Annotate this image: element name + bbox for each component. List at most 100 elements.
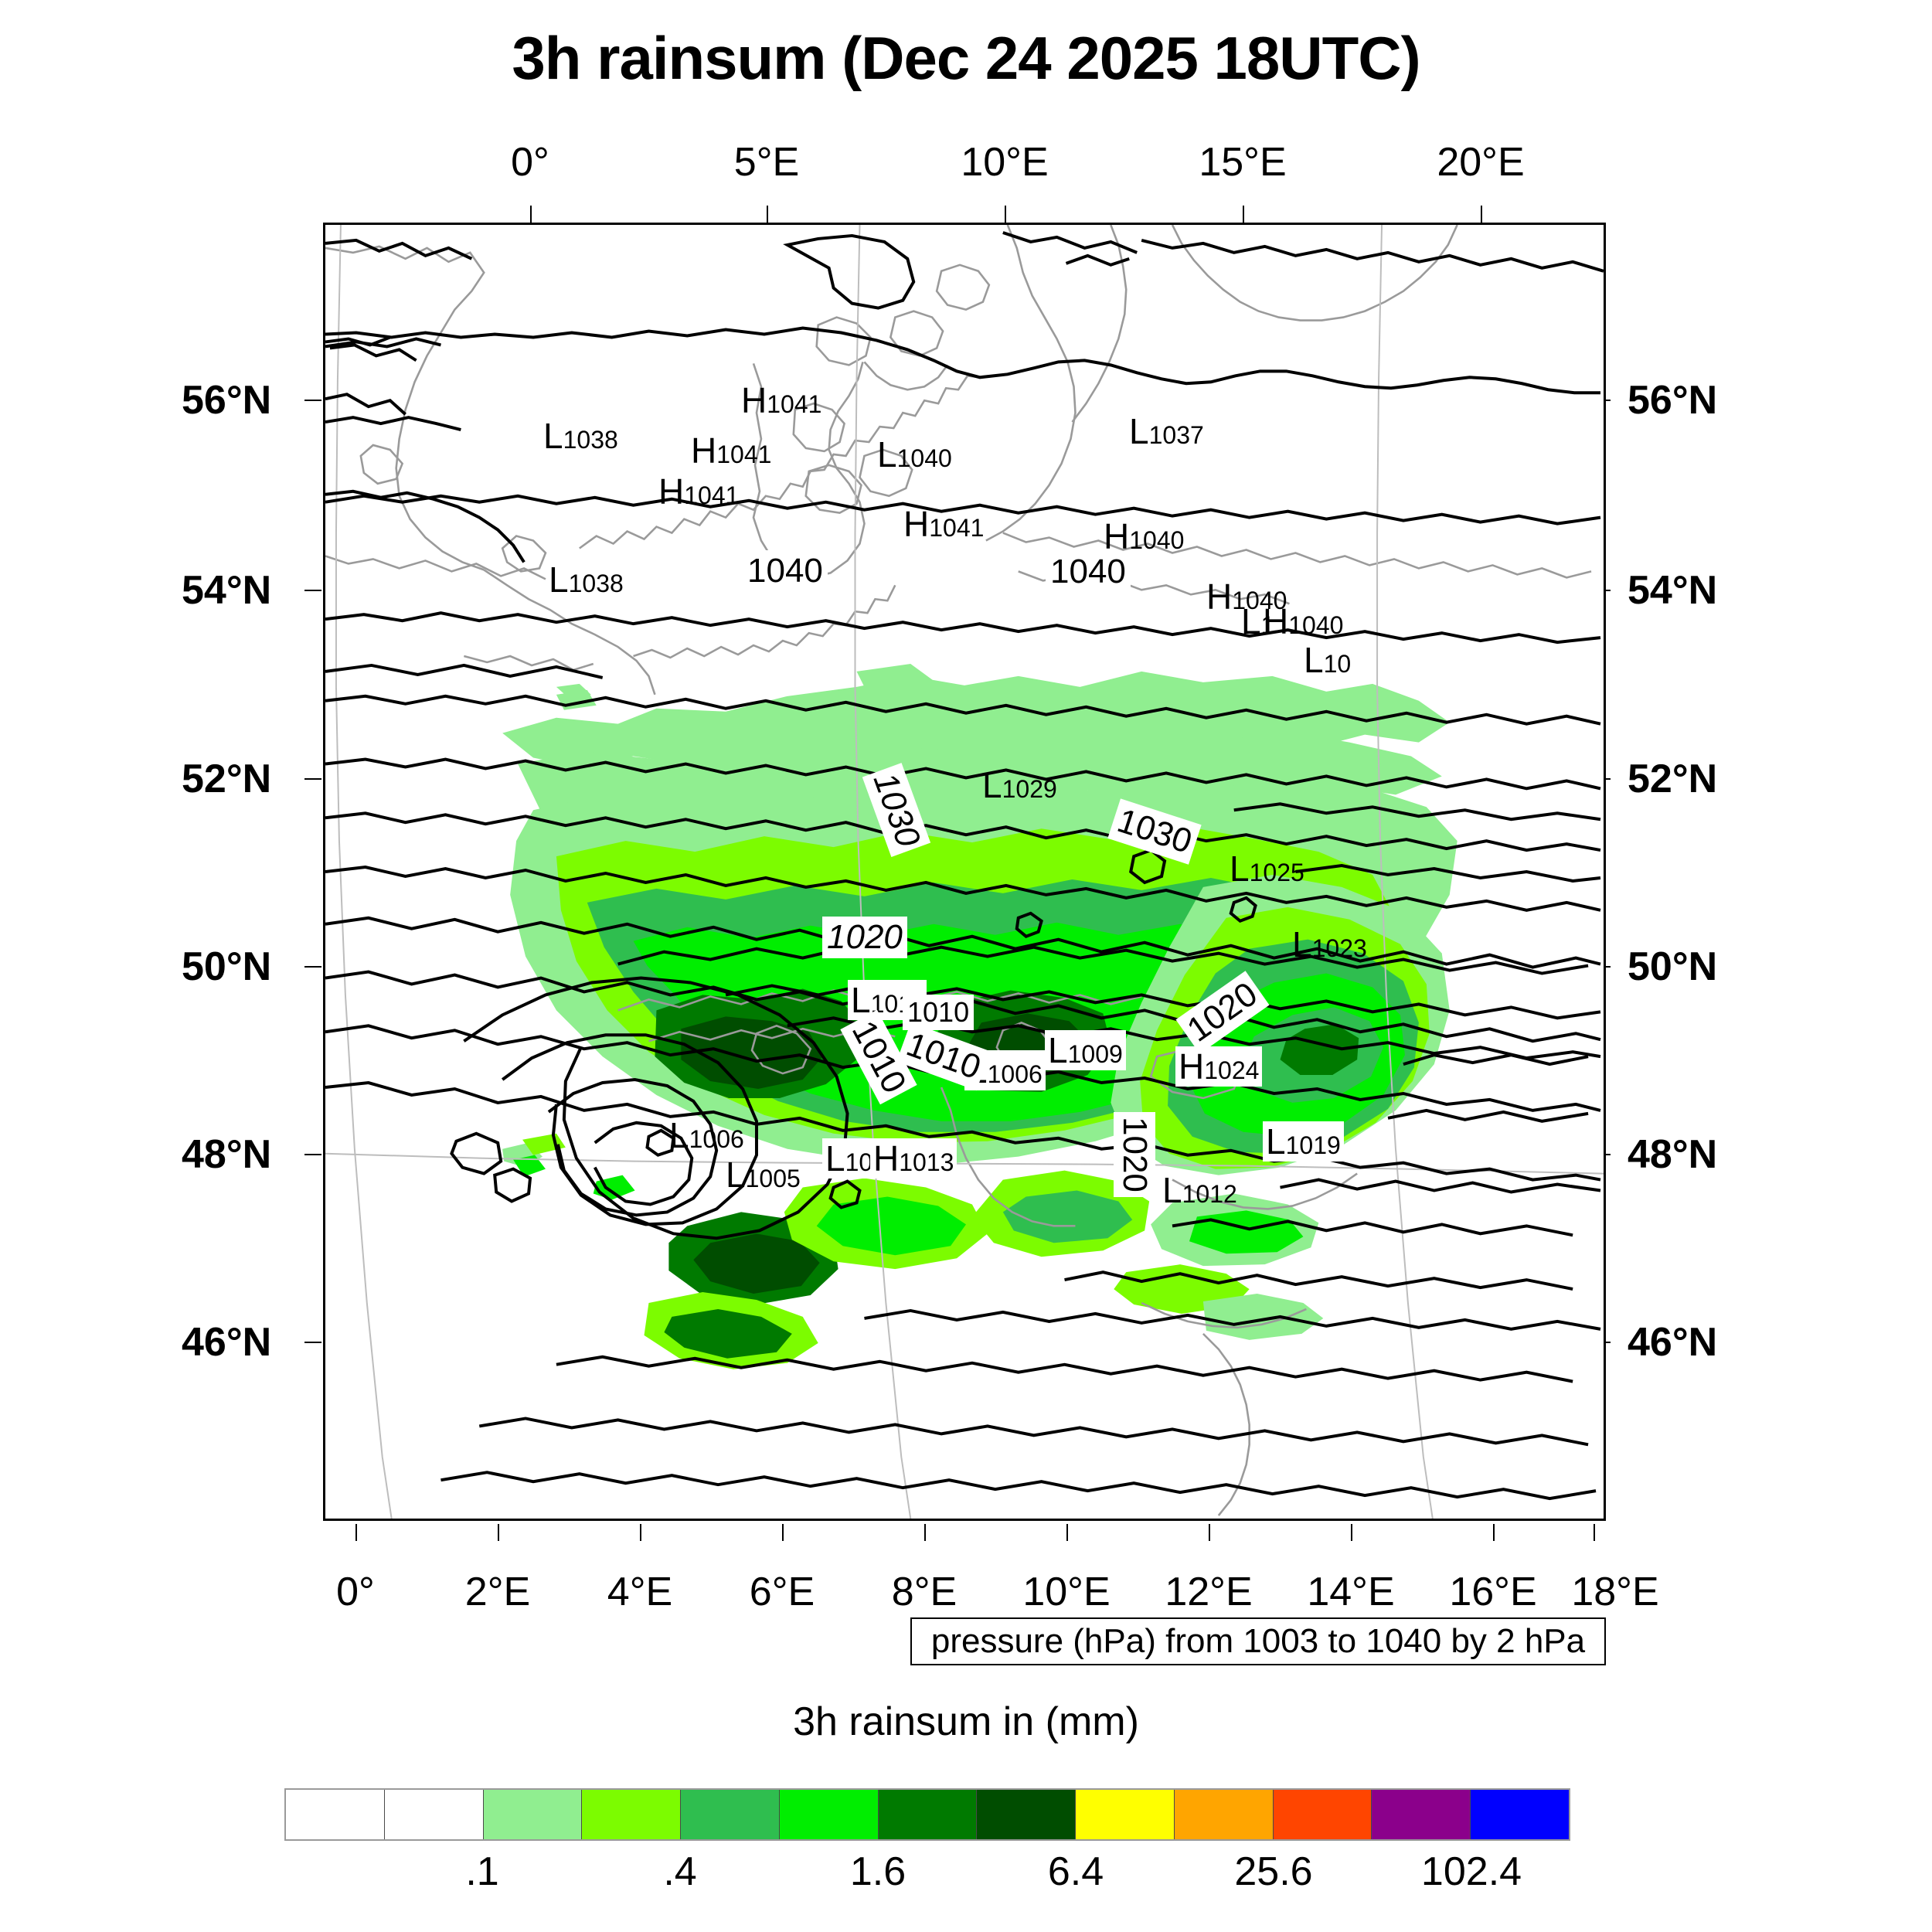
colorbar-tick-label: 1.6 xyxy=(849,1849,906,1894)
right-axis-tick-label: 54°N xyxy=(1628,568,1718,613)
map-canvas xyxy=(325,225,1604,1519)
low-center-label: L1037 xyxy=(1129,411,1204,451)
isobar-label: 1020 xyxy=(822,917,907,958)
colorbar-tick-labels: .1 .4 1.6 6.4 25.6 102.4 xyxy=(284,1849,1570,1903)
left-axis-tick xyxy=(304,1154,321,1155)
bottom-axis-tick-label: 14°E xyxy=(1307,1570,1395,1614)
right-axis-tick-label: 46°N xyxy=(1628,1320,1718,1365)
high-center-label: H1041 xyxy=(903,504,985,544)
bottom-axis-tick xyxy=(498,1524,499,1541)
low-center-label: L1038 xyxy=(543,416,618,456)
colorbar-tick-label: 6.4 xyxy=(1047,1849,1104,1894)
left-axis-tick xyxy=(304,1342,321,1343)
bottom-axis-tick-label: 16°E xyxy=(1449,1570,1537,1614)
pressure-legend-text: pressure (hPa) from 1003 to 1040 by 2 hP… xyxy=(930,1622,1586,1660)
high-center-label: H1013 xyxy=(870,1138,957,1179)
bottom-axis-tick-label: 10°E xyxy=(1022,1570,1111,1614)
left-axis-tick-label: 46°N xyxy=(182,1320,272,1365)
low-center-label: L1023 xyxy=(1292,924,1367,964)
colorbar-tick-label: 102.4 xyxy=(1420,1849,1522,1894)
bottom-axis-tick xyxy=(1493,1524,1495,1541)
bottom-axis-tick-label: 12°E xyxy=(1165,1570,1253,1614)
colorbar-tick-label: 25.6 xyxy=(1234,1849,1313,1894)
bottom-axis-tick xyxy=(1351,1524,1352,1541)
low-center-label: L1019 xyxy=(1263,1121,1344,1162)
colorbar-segment xyxy=(1273,1790,1372,1839)
bottom-axis-tick-label: 0° xyxy=(336,1570,375,1614)
colorbar-segment xyxy=(681,1790,780,1839)
colorbar-title: 3h rainsum in (mm) xyxy=(793,1699,1139,1744)
left-axis-tick-label: 50°N xyxy=(182,944,272,989)
left-axis-tick xyxy=(304,590,321,591)
left-axis-tick-label: 48°N xyxy=(182,1132,272,1177)
colorbar-segment xyxy=(286,1790,385,1839)
bottom-axis-tick-label: 18°E xyxy=(1571,1570,1659,1614)
colorbar-segment xyxy=(483,1790,583,1839)
high-center-label: H1041 xyxy=(658,471,740,512)
pressure-legend-box: pressure (hPa) from 1003 to 1040 by 2 hP… xyxy=(910,1617,1606,1665)
left-axis-tick xyxy=(304,400,321,401)
isobar-label: 1020 xyxy=(1114,1112,1155,1197)
isobar-label: 1040 xyxy=(1046,551,1131,593)
high-center-label: H1040 xyxy=(1104,516,1185,556)
colorbar-segment xyxy=(1076,1790,1175,1839)
top-axis-tick-label: 10°E xyxy=(961,140,1049,185)
page-title: 3h rainsum (Dec 24 2025 18UTC) xyxy=(512,24,1420,92)
top-axis-tick-label: 20°E xyxy=(1437,140,1525,185)
top-axis-tick xyxy=(1481,206,1482,223)
bottom-axis-tick-label: 4°E xyxy=(607,1570,673,1614)
bottom-axis-tick xyxy=(355,1524,357,1541)
low-center-label: L1 xyxy=(1241,601,1275,641)
top-axis-tick xyxy=(1005,206,1006,223)
colorbar-segment xyxy=(384,1790,484,1839)
colorbar-segment xyxy=(878,1790,978,1839)
high-center-label: H1041 xyxy=(691,430,772,471)
precipitation-shading xyxy=(502,663,1458,1369)
right-axis-tick-label: 48°N xyxy=(1628,1132,1718,1177)
colorbar-tick-label: .1 xyxy=(465,1849,499,1894)
low-center-label: L1025 xyxy=(1230,849,1304,889)
bottom-axis-tick xyxy=(1209,1524,1210,1541)
bottom-axis-tick xyxy=(640,1524,641,1541)
colorbar-segment xyxy=(1471,1790,1569,1839)
colorbar-segment xyxy=(582,1790,682,1839)
high-center-label: H1024 xyxy=(1175,1046,1263,1087)
top-axis-tick xyxy=(1243,206,1244,223)
right-axis-tick-label: 50°N xyxy=(1628,944,1718,989)
left-axis-tick xyxy=(304,778,321,780)
colorbar-tick-label: .4 xyxy=(663,1849,697,1894)
colorbar-segment xyxy=(779,1790,879,1839)
left-axis-tick-label: 52°N xyxy=(182,757,272,801)
colorbar-segment xyxy=(977,1790,1077,1839)
low-center-label: L1029 xyxy=(982,765,1057,805)
low-center-label: L10 xyxy=(1304,640,1352,680)
isobar-contour-layer xyxy=(325,231,1604,1501)
low-center-label: L1040 xyxy=(877,434,952,474)
bottom-axis-tick xyxy=(1066,1524,1068,1541)
high-center-label: H1040 xyxy=(1206,577,1287,617)
low-center-label: L1005 xyxy=(726,1155,801,1195)
top-axis-tick xyxy=(767,206,768,223)
right-axis-tick-label: 52°N xyxy=(1628,757,1718,801)
isobar-label: 1040 xyxy=(743,550,828,592)
bottom-axis-tick xyxy=(782,1524,784,1541)
colorbar[interactable] xyxy=(284,1788,1570,1841)
low-center-label: L1038 xyxy=(549,560,624,600)
top-axis-tick-label: 5°E xyxy=(733,140,800,185)
colorbar-segment xyxy=(1174,1790,1274,1839)
left-axis-tick-label: 56°N xyxy=(182,378,272,423)
low-center-label: L1009 xyxy=(1045,1030,1126,1070)
left-axis-tick xyxy=(304,966,321,968)
top-axis-tick xyxy=(530,206,532,223)
top-axis-tick-label: 0° xyxy=(511,140,549,185)
high-center-label: H1040 xyxy=(1263,601,1344,641)
low-center-label: L1006 xyxy=(669,1115,744,1155)
map-plot-area[interactable]: L1038 H1041 H1041 H1041 L1040 L1037 H104… xyxy=(323,223,1606,1521)
bottom-axis-tick xyxy=(1594,1524,1595,1541)
left-axis-tick-label: 54°N xyxy=(182,568,272,613)
colorbar-segment xyxy=(1372,1790,1471,1839)
bottom-axis-tick-label: 2°E xyxy=(464,1570,531,1614)
low-center-label: L1012 xyxy=(1162,1170,1237,1210)
bottom-axis-tick-label: 6°E xyxy=(749,1570,815,1614)
